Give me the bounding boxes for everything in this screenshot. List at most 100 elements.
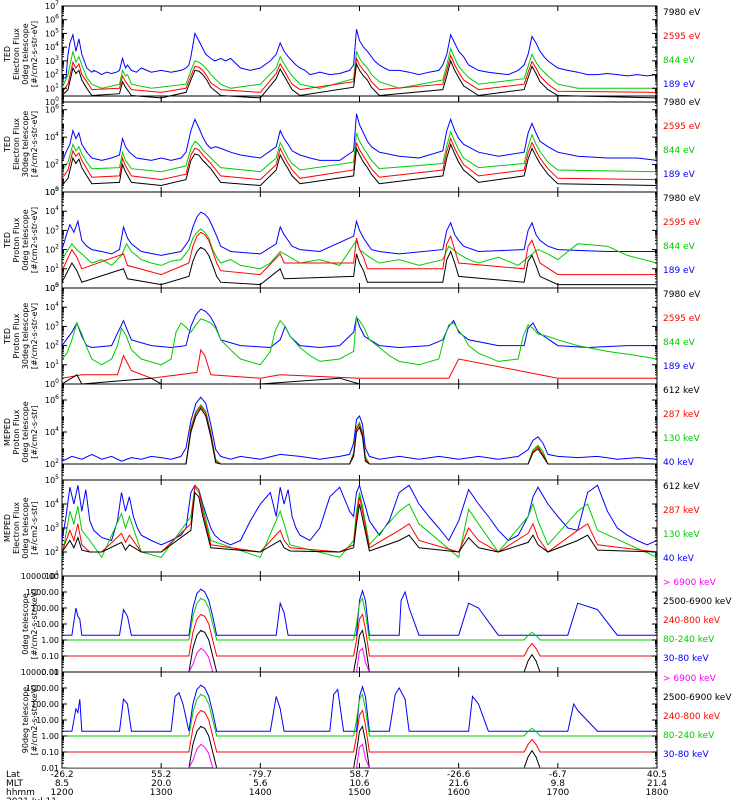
y-axis-label-line: MEPED	[3, 418, 12, 446]
panel-5: 102 104 106 MEPED Proton Flux 0deg telescope[…	[3, 383, 700, 481]
series-line-287-kev	[62, 405, 657, 465]
y-tick-label: 1.00	[41, 636, 59, 645]
y-tick-label: 107	[45, 0, 59, 11]
plot-frame	[61, 191, 658, 289]
x-tick-lat: -26.2	[50, 770, 73, 780]
x-tick-lat: -6.7	[549, 770, 567, 780]
legend-entry: 80-240 keV	[663, 731, 715, 741]
y-tick-label: 0.10	[41, 652, 59, 661]
series-line-30-80-kev	[62, 684, 657, 732]
x-tick-hhmm: 1800	[646, 788, 669, 798]
y-tick-label: 100	[45, 186, 59, 197]
legend-entry: 189 eV	[663, 80, 696, 90]
panel-1: 100 101 102 103 104 105 106 107 TED Electron Flux…	[3, 0, 701, 107]
panel-2: 100 102 104 106 TED Electron Flux 30deg telesc…	[3, 95, 701, 197]
y-tick-label: 104	[45, 41, 59, 52]
x-tick-lat: 58.7	[349, 770, 369, 780]
x-label-date: 2021 Jul 11	[6, 797, 57, 800]
y-tick-label: 101	[45, 82, 59, 93]
y-axis-label: TED Proton Flux 30deg telescope [#/cm2-s-st…	[3, 303, 39, 370]
y-tick-label: 10000.00	[21, 572, 59, 581]
legend-entry: 2595 eV	[663, 122, 701, 132]
plot-frame	[61, 95, 658, 193]
panel-6: 101 102 103 104 105 MEPED Electron Flux 0deg te…	[3, 474, 700, 581]
x-tick-hhmm: 1500	[348, 788, 371, 798]
y-axis-label-line: Electron Flux	[12, 502, 21, 554]
y-axis-label: 90deg telescope [#/cm2-s-str-keV]	[21, 685, 39, 756]
legend-entry: 844 eV	[663, 146, 696, 156]
y-tick-label: 10000.00	[21, 668, 59, 677]
y-tick-label: 10.00	[36, 716, 59, 725]
series-line-240-800-kev	[62, 613, 657, 657]
y-axis-label-line: [#/cm2-s-str-eV]	[30, 303, 39, 369]
series-line--6900-kev	[62, 743, 657, 768]
y-tick-label: 100	[45, 378, 59, 389]
y-tick-label: 105	[45, 186, 59, 197]
y-axis-label-line: [#/cm2-s-str]	[30, 501, 39, 554]
legend-entry: 2595 eV	[663, 218, 701, 228]
y-axis-label-line: Electron Flux	[12, 118, 21, 170]
legend-entry: 7980 eV	[663, 98, 701, 108]
x-tick-mlt: 9.8	[551, 779, 566, 789]
legend-entry: 844 eV	[663, 338, 696, 348]
series-line--6900-kev	[62, 647, 657, 672]
series-line-844-ev	[62, 130, 657, 173]
y-tick-label: 103	[45, 224, 59, 235]
y-axis-label-line: [#/cm2-s-str-keV]	[30, 685, 39, 756]
x-tick-mlt: 21.6	[449, 779, 469, 789]
series-line-844-ev	[62, 46, 657, 89]
series-line-189-ev	[62, 211, 657, 256]
y-axis-label-line: 0deg telescope	[21, 23, 30, 84]
legend-entry: 844 eV	[663, 242, 696, 252]
series-line-7980-ev	[62, 142, 657, 187]
y-tick-label: 102	[45, 159, 59, 170]
y-tick-label: 0.01	[41, 668, 59, 677]
series-line-2595-ev	[62, 53, 657, 93]
series-line-80-240-kev	[62, 693, 657, 737]
legend-entry: 240-800 keV	[663, 712, 721, 722]
y-tick-label: 101	[45, 263, 59, 274]
x-tick-mlt: 5.6	[253, 779, 268, 789]
series-line-7980-ev	[62, 374, 657, 384]
legend-entry: 240-800 keV	[663, 616, 721, 626]
legend-entry: 30-80 keV	[663, 750, 709, 760]
x-tick-mlt: 10.6	[349, 779, 369, 789]
y-tick-label: 100	[45, 282, 59, 293]
y-tick-label: 100.00	[31, 604, 59, 613]
series-line-2595-ev	[62, 136, 657, 181]
y-axis-label-line: TED	[3, 328, 12, 345]
y-tick-label: 103	[45, 320, 59, 331]
legend-entry: 40 keV	[663, 458, 695, 468]
y-axis-label-line: 0deg telescope	[21, 401, 30, 462]
series-line-189-ev	[62, 113, 657, 163]
legend-entry: 7980 eV	[663, 194, 701, 204]
panel-8: 0.01 0.10 1.00 10.00 100.00 1000.00 10000.00 90…	[21, 668, 733, 773]
series-line-7980-ev	[62, 59, 657, 99]
y-axis-label-line: Electron Flux	[12, 28, 21, 80]
y-axis-label-line: 90deg telescope	[21, 687, 30, 754]
y-axis-label: MEPED Proton Flux 0deg telescope [#/cm2-s-s…	[3, 401, 39, 462]
series-line-612-kev	[62, 491, 657, 553]
y-axis-label-line: 0deg telescope	[21, 209, 30, 270]
legend-entry: 130 keV	[663, 530, 700, 540]
legend-entry: > 6900 keV	[663, 674, 717, 684]
y-axis-label-line: [#/cm2-s-str-keV]	[30, 589, 39, 660]
series-line-2595-ev	[62, 348, 657, 379]
x-tick-hhmm: 1200	[51, 788, 74, 798]
y-tick-label: 104	[45, 301, 59, 312]
series-line-7980-ev	[62, 246, 657, 286]
y-axis-label: MEPED Electron Flux 0deg telescope [#/cm2-s…	[3, 497, 39, 558]
series-line-2500-6900-kev	[62, 629, 657, 672]
plot-frame	[61, 671, 658, 769]
y-axis-label-line: [#/cm2-s-str-eV]	[30, 21, 39, 87]
legend-entry: 30-80 keV	[663, 654, 709, 664]
legend-entry: 612 keV	[663, 482, 700, 492]
y-axis-label: TED Electron Flux 0deg telescope [#/cm2-s-s…	[3, 21, 39, 87]
panel-3: 100 101 102 103 104 105 TED Proton Flux 0deg tel…	[3, 186, 701, 293]
y-axis-label-line: 0deg telescope	[21, 593, 30, 654]
plot-frame	[61, 383, 658, 481]
series-line-189-ev	[62, 29, 657, 80]
panel-7: 0.01 0.10 1.00 10.00 100.00 1000.00 10000.00 0d…	[21, 572, 733, 677]
